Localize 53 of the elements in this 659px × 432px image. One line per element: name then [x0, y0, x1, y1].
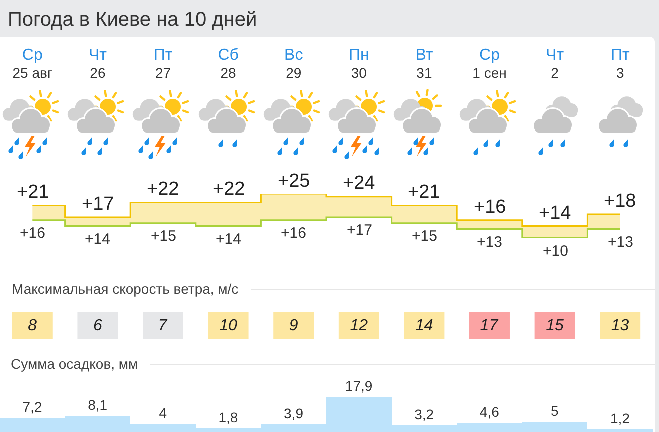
data-label: 17	[480, 318, 500, 334]
data-label: 3,9	[284, 405, 304, 422]
data-label: 10	[220, 318, 238, 334]
data-label: +21	[17, 182, 50, 203]
data-label: 7,2	[22, 398, 42, 415]
data-label: 7	[158, 318, 168, 334]
data-label: +18	[604, 191, 636, 212]
chart-title: Погода в Киеве на 10 дней	[8, 9, 258, 31]
data-label: +22	[213, 179, 246, 200]
data-label: +16	[20, 225, 46, 242]
x-tick-label: Ср 1 сен	[472, 47, 507, 82]
data-label: 17,9	[345, 378, 373, 394]
x-tick-label: Вт 31	[416, 47, 434, 82]
data-label: 12	[350, 318, 368, 334]
data-label: +15	[151, 228, 176, 245]
data-label: 15	[546, 318, 564, 334]
data-label: +17	[347, 222, 372, 239]
x-tick-label: Пн 30	[348, 47, 370, 82]
data-label: 13	[611, 318, 630, 334]
data-label: 4,6	[480, 404, 500, 420]
data-label: 14	[416, 318, 434, 334]
data-label: 4	[159, 405, 168, 422]
data-label: +14	[85, 231, 110, 248]
chart-title: Максимальная скорость ветра, м/с	[12, 280, 239, 297]
data-label: +17	[82, 194, 114, 215]
data-label: 5	[551, 403, 560, 420]
data-label: +10	[543, 243, 568, 260]
chart-title: Сумма осадков, мм	[11, 356, 138, 372]
data-label: 3,2	[414, 406, 434, 423]
data-label: +25	[278, 171, 310, 192]
data-label: +15	[412, 228, 438, 245]
x-tick-label: Чт 26	[88, 47, 108, 82]
data-label: 9	[289, 318, 298, 334]
x-tick-label: Вс 29	[284, 47, 304, 82]
data-label: +16	[281, 225, 306, 242]
x-tick-label: Ср 25 авг	[12, 47, 53, 82]
data-label: 8,1	[88, 397, 108, 414]
x-tick-label: Сб 28	[218, 47, 239, 82]
data-label: +24	[343, 173, 376, 194]
data-label: +14	[216, 231, 242, 248]
x-tick-label: Пт 3	[610, 47, 630, 82]
data-label: 1,8	[218, 409, 238, 426]
data-label: +21	[408, 182, 440, 203]
x-tick-label: Чт 2	[546, 47, 565, 82]
data-label: +16	[474, 197, 506, 218]
x-tick-label: Пт 27	[154, 47, 174, 82]
data-label: 6	[93, 318, 102, 334]
data-label: +13	[608, 234, 634, 251]
data-label: +22	[147, 179, 180, 200]
data-label: +13	[477, 234, 502, 251]
data-label: +14	[539, 203, 572, 224]
data-label: 8	[28, 318, 38, 334]
data-label: 1,2	[610, 410, 630, 427]
